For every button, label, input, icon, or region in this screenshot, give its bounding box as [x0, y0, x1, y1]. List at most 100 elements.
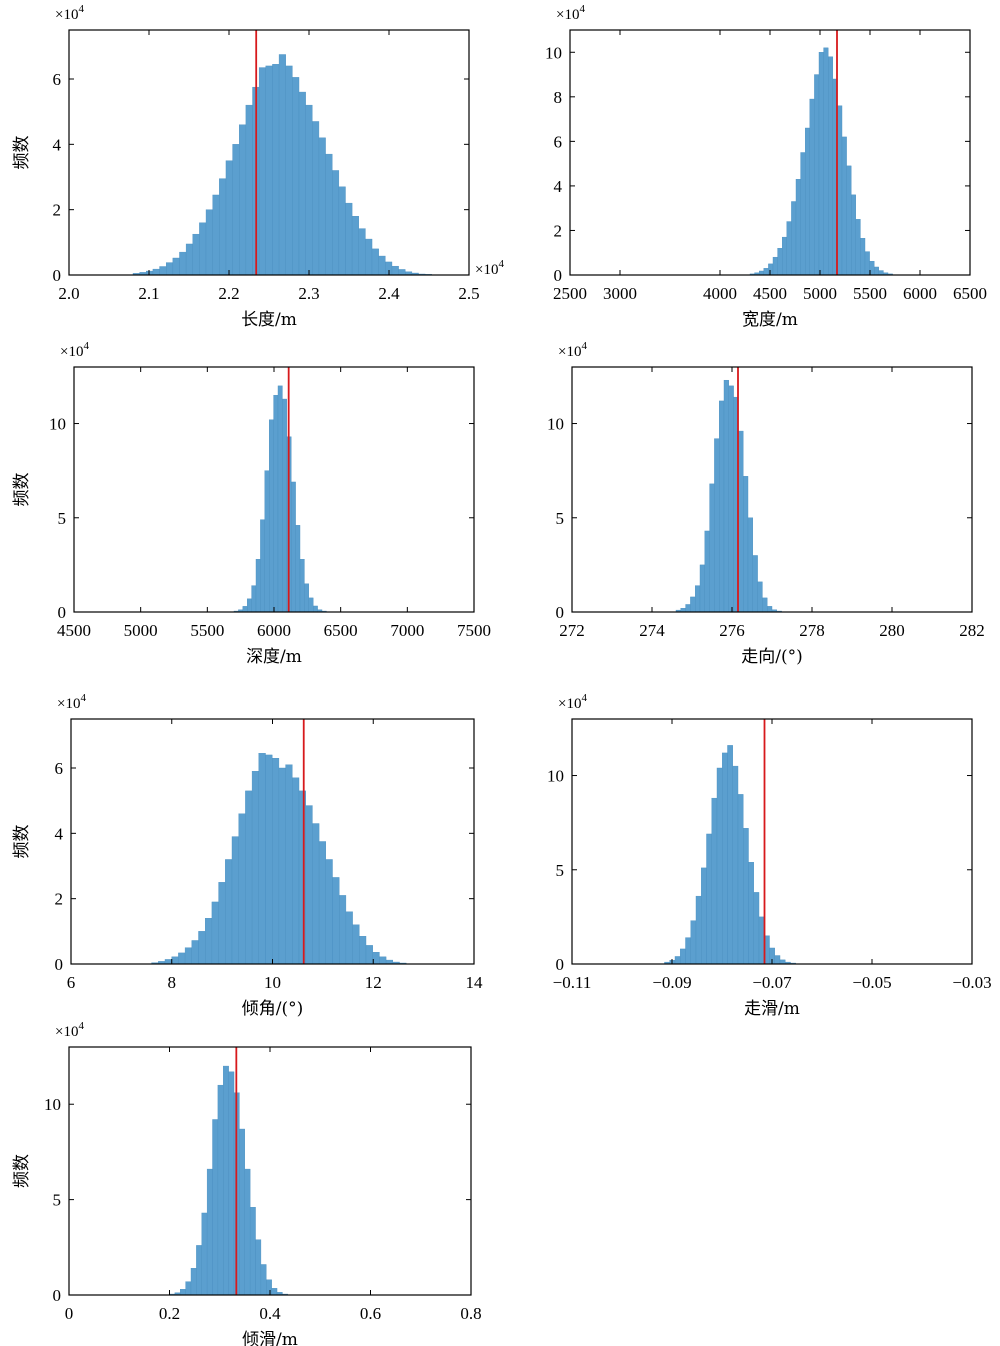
x-tick-label: −0.09: [652, 973, 691, 992]
histogram-bar: [699, 564, 706, 613]
histogram-bar: [338, 186, 346, 276]
histogram-bar: [748, 862, 754, 965]
histogram-bar: [206, 1168, 213, 1296]
y-tick-label: 4: [55, 824, 64, 843]
histogram-bar: [709, 483, 715, 613]
histogram-bar: [391, 265, 399, 276]
x-tick-label: 4500: [57, 621, 91, 640]
histogram-bar: [716, 767, 723, 965]
x-tick-label: 5500: [853, 284, 887, 303]
histogram-bar: [171, 956, 179, 965]
x-tick-label: 0.6: [360, 1304, 381, 1323]
y-axis-label: 频数: [12, 1154, 32, 1188]
x-tick-label: 14: [466, 973, 484, 992]
x-tick-label: 2.0: [58, 284, 79, 303]
histogram-bar: [305, 104, 313, 276]
y-tick-label: 0: [53, 266, 62, 285]
histogram-bar: [225, 160, 233, 276]
y-tick-label: 4: [53, 135, 62, 154]
histogram-bar: [292, 77, 300, 276]
x-multiplier-exponent: 4: [498, 258, 504, 270]
histogram-bar: [238, 813, 246, 965]
histogram-bar: [325, 859, 333, 965]
y-multiplier-base: ×10: [556, 7, 579, 23]
y-multiplier-base: ×10: [57, 696, 80, 712]
histogram-bar: [747, 517, 754, 613]
histogram-bar: [232, 144, 240, 276]
plot-frame: [571, 718, 973, 965]
histogram-bar: [251, 771, 260, 965]
x-tick-label: 2.2: [218, 284, 239, 303]
histogram-bar: [172, 257, 180, 276]
x-axis-label: 走向/(°): [741, 647, 803, 667]
histogram-panel-6: −0.11 −0.09 −0.07 −0.05 −0.03 0 5 10 ×104 走滑/m: [547, 692, 992, 1019]
histogram-bar: [231, 836, 239, 965]
histogram-bar: [191, 940, 199, 965]
histogram-bar: [278, 54, 286, 276]
histogram-bar: [312, 121, 320, 276]
histogram-bar: [752, 555, 758, 613]
histogram-bar: [255, 1239, 262, 1296]
x-tick-label: 0.8: [460, 1304, 481, 1323]
x-axis-label: 深度/m: [246, 647, 302, 667]
histogram-bar: [223, 1065, 229, 1296]
x-tick-label: 8: [168, 973, 177, 992]
histogram-bar: [722, 752, 728, 965]
histogram-bar: [358, 228, 366, 276]
histogram-bar: [244, 1168, 251, 1296]
histogram-bar: [379, 956, 387, 965]
x-tick-label: 272: [559, 621, 585, 640]
histogram-bar: [704, 530, 710, 613]
x-tick-label: 278: [799, 621, 825, 640]
histogram-bar: [365, 238, 373, 276]
histogram-bar: [264, 470, 270, 613]
y-tick-label: 10: [545, 43, 562, 62]
histogram-bar: [719, 400, 725, 613]
y-tick-label: 0: [554, 266, 563, 285]
histogram-bar: [318, 841, 327, 965]
histogram-bar: [795, 179, 801, 276]
x-axis-label: 走滑/m: [744, 999, 800, 1019]
histogram-bar: [277, 385, 283, 613]
histogram-bar: [768, 263, 774, 276]
histogram-bar: [228, 1071, 235, 1296]
histogram-bar: [205, 209, 213, 276]
histogram-bar: [201, 1212, 208, 1296]
y-axis-multiplier: ×104: [57, 692, 86, 712]
histogram-panel-7: 0 0.2 0.4 0.6 0.8 0 5 10 ×104 倾滑/m 频数: [12, 1020, 482, 1346]
histogram-bar: [225, 859, 233, 965]
y-tick-label: 2: [53, 201, 62, 220]
histogram-bar: [258, 753, 266, 965]
histogram-bar: [723, 379, 730, 613]
y-multiplier-exponent: 4: [579, 3, 585, 15]
histogram-bar: [695, 585, 701, 613]
x-tick-label: 2.5: [458, 284, 479, 303]
histogram-bar: [278, 767, 286, 965]
x-axis-label: 倾角/(°): [242, 999, 304, 1019]
histogram-bar: [164, 959, 172, 965]
histogram-bar: [774, 955, 781, 965]
y-multiplier-exponent: 4: [80, 692, 86, 704]
y-multiplier-base: ×10: [55, 7, 78, 23]
x-tick-label: 6: [67, 973, 76, 992]
histogram-bar: [680, 948, 686, 965]
x-tick-label: −0.11: [553, 973, 592, 992]
histogram-bar: [339, 895, 347, 965]
y-axis-label: 频数: [12, 825, 32, 859]
histogram-bar: [345, 911, 353, 965]
histogram-bar: [701, 867, 707, 965]
plot-frame: [571, 366, 973, 613]
histogram-bar: [777, 248, 783, 276]
x-tick-label: −0.03: [952, 973, 991, 992]
y-multiplier-exponent: 4: [581, 692, 587, 704]
histogram-bar: [245, 790, 253, 965]
histogram-bar: [211, 901, 219, 965]
x-tick-label: 3000: [603, 284, 637, 303]
histogram-bar: [841, 136, 847, 276]
y-tick-label: 0: [55, 955, 64, 974]
y-axis-label: 频数: [12, 136, 32, 170]
histogram-bar: [685, 604, 691, 613]
y-multiplier-base: ×10: [60, 344, 83, 360]
x-tick-label: 282: [959, 621, 985, 640]
histogram-bar: [179, 251, 187, 276]
